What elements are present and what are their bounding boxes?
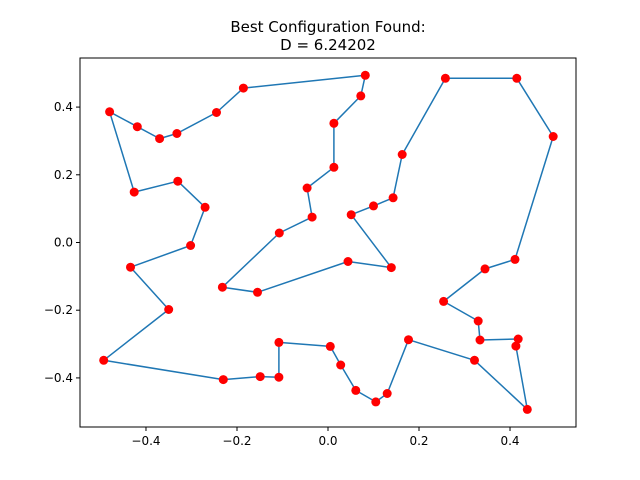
data-point-14 xyxy=(218,375,228,385)
data-point-4 xyxy=(155,134,165,144)
x-tick-label-1: −0.2 xyxy=(222,434,251,448)
data-point-28 xyxy=(475,335,485,345)
data-point-33 xyxy=(548,132,558,141)
data-point-48 xyxy=(329,118,339,128)
data-point-42 xyxy=(253,287,262,297)
data-point-43 xyxy=(217,282,227,292)
chart-title: Best Configuration Found: xyxy=(230,18,425,36)
y-tick-label-2: 0.0 xyxy=(54,236,73,250)
data-point-34 xyxy=(512,73,522,83)
y-axis: −0.4 −0.2 0.0 0.2 0.4 xyxy=(44,100,80,385)
data-point-21 xyxy=(371,397,381,407)
data-point-47 xyxy=(329,162,339,172)
data-point-3 xyxy=(172,129,182,138)
x-tick-label-3: 0.2 xyxy=(409,434,428,448)
data-point-46 xyxy=(302,183,312,193)
x-tick-label-4: 0.4 xyxy=(500,434,519,448)
data-point-32 xyxy=(510,254,520,264)
data-point-1 xyxy=(238,83,248,93)
data-point-30 xyxy=(439,296,449,306)
data-point-6 xyxy=(105,107,115,117)
data-point-44 xyxy=(274,228,284,238)
data-point-2 xyxy=(212,108,221,117)
y-tick-label-3: 0.2 xyxy=(54,168,73,182)
data-point-40 xyxy=(386,263,396,273)
data-point-29 xyxy=(473,316,483,326)
y-tick-label-4: 0.4 xyxy=(54,100,73,114)
data-point-27 xyxy=(513,334,523,344)
data-point-31 xyxy=(480,264,490,274)
plot-area xyxy=(80,58,576,427)
data-point-7 xyxy=(129,187,139,197)
data-point-10 xyxy=(186,241,196,250)
data-point-23 xyxy=(404,335,413,345)
y-tick-label-0: −0.4 xyxy=(44,371,73,385)
data-point-41 xyxy=(343,257,353,266)
data-point-26 xyxy=(511,341,521,351)
data-point-0 xyxy=(360,70,370,80)
data-point-25 xyxy=(522,404,532,414)
tour-points xyxy=(99,70,558,414)
data-point-20 xyxy=(351,385,361,395)
data-point-12 xyxy=(164,305,174,314)
data-point-35 xyxy=(440,73,450,83)
data-point-18 xyxy=(325,341,335,351)
data-point-49 xyxy=(356,91,366,101)
data-point-36 xyxy=(397,150,407,159)
data-point-37 xyxy=(388,193,398,203)
data-point-39 xyxy=(346,210,356,220)
data-point-22 xyxy=(382,389,392,398)
data-point-5 xyxy=(132,122,142,132)
y-tick-label-1: −0.2 xyxy=(44,303,73,317)
data-point-45 xyxy=(307,212,317,222)
x-tick-label-0: −0.4 xyxy=(131,434,160,448)
data-point-8 xyxy=(173,176,183,186)
data-point-15 xyxy=(255,372,265,382)
data-point-24 xyxy=(470,355,479,365)
data-point-19 xyxy=(336,360,346,370)
data-point-38 xyxy=(369,201,378,211)
data-point-13 xyxy=(99,355,109,365)
x-tick-label-2: 0.0 xyxy=(318,434,337,448)
chart-subtitle: D = 6.24202 xyxy=(280,36,376,54)
data-point-17 xyxy=(274,337,284,347)
data-point-16 xyxy=(274,372,284,382)
data-point-11 xyxy=(126,262,135,272)
x-axis: −0.4 −0.2 0.0 0.2 0.4 xyxy=(131,427,520,448)
data-point-9 xyxy=(200,202,210,212)
